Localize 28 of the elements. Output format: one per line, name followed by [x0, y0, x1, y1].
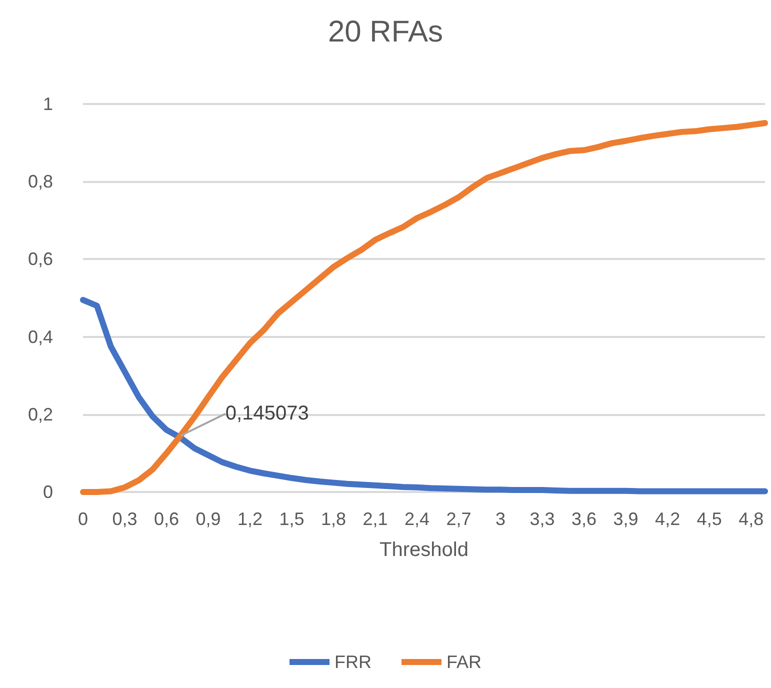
- x-tick-label: 4,2: [655, 509, 680, 529]
- x-tick-label: 4,5: [696, 509, 722, 529]
- y-tick-label: 0,4: [28, 326, 53, 347]
- x-tick-label: 2,1: [362, 509, 388, 529]
- y-tick-label: 1: [42, 94, 53, 114]
- x-tick-label: 1,2: [238, 509, 263, 529]
- y-tick-label: 0,8: [28, 172, 53, 192]
- x-tick-label: 0: [78, 509, 88, 529]
- x-tick-label: 3: [496, 509, 506, 529]
- x-tick-label: 4,8: [738, 509, 764, 529]
- legend-label: FAR: [446, 652, 482, 672]
- chart-title: 20 RFAs: [328, 16, 444, 48]
- x-tick-label: 3,6: [572, 509, 597, 529]
- x-tick-label: 0,6: [154, 509, 180, 529]
- y-tick-label: 0: [42, 482, 53, 502]
- x-tick-label: 2,4: [404, 509, 430, 529]
- legend-label: FRR: [334, 652, 372, 672]
- x-axis-title: Threshold: [380, 539, 468, 561]
- x-tick-label: 1,5: [279, 509, 304, 529]
- x-tick-label: 3,9: [613, 509, 638, 529]
- y-tick-label: 0,2: [28, 404, 53, 424]
- y-tick-label: 0,6: [28, 249, 53, 270]
- x-tick-label: 2,7: [446, 509, 472, 529]
- x-tick-label: 1,8: [321, 509, 346, 529]
- x-tick-label: 0,3: [112, 509, 138, 529]
- x-tick-label: 0,9: [196, 509, 221, 529]
- data-label: 0,145073: [225, 402, 309, 425]
- x-tick-label: 3,3: [530, 509, 555, 529]
